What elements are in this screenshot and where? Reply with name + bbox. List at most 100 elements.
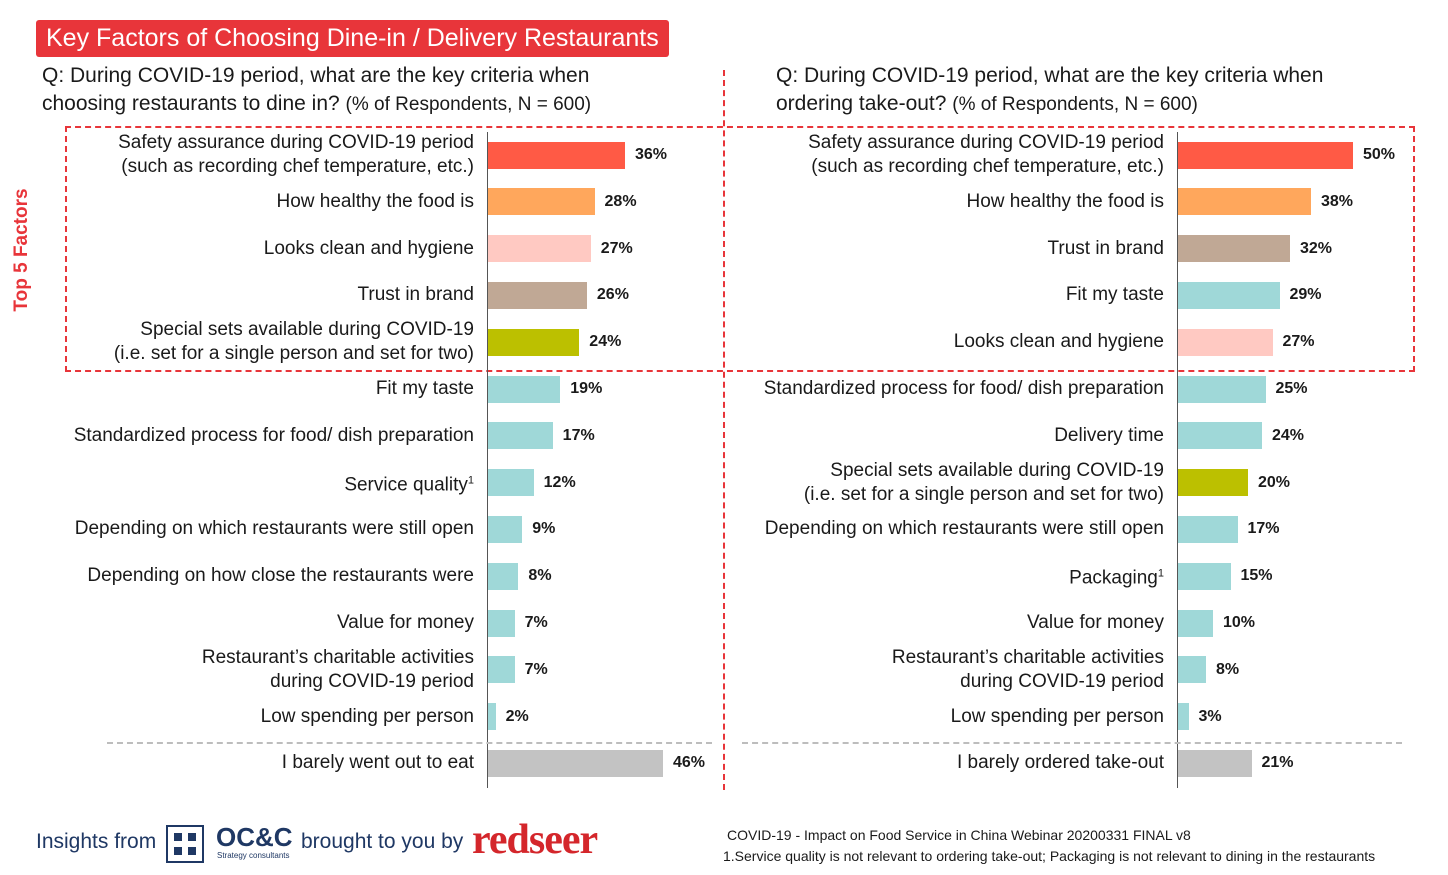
dine-in-value-label: 7% <box>524 614 548 631</box>
dine-in-value-label: 2% <box>505 707 529 725</box>
dine-in-value-label: 19% <box>570 380 603 397</box>
take-out-category-label: Low spending per person <box>951 705 1164 729</box>
take-out-category-label: Fit my taste <box>1066 283 1164 307</box>
take-out-category-label-line: Safety assurance during COVID-19 period <box>808 132 1164 153</box>
take-out-category-label: Special sets available during COVID-19 (i… <box>804 459 1164 507</box>
dine-in-category-label: Value for money <box>337 611 474 635</box>
dine-in-value-label: 24% <box>589 333 622 351</box>
take-out-footnote-marker: 1 <box>1157 567 1164 580</box>
dine-in-category-label-line: Fit my taste <box>375 378 474 399</box>
top5-highlight-box <box>65 126 1415 372</box>
dine-in-category-label-line: Service quality1 <box>344 473 474 496</box>
take-out-value-label: 17% <box>1247 520 1280 538</box>
take-out-bar <box>1178 141 1353 169</box>
dine-in-category-label-line: (i.e. set for a single person and set fo… <box>113 343 474 365</box>
dine-in-category-label: Service quality1 <box>344 468 474 497</box>
take-out-category-label: I barely ordered take-out <box>957 751 1164 775</box>
dine-in-category-label: Safety assurance during COVID-19 period (… <box>118 131 474 179</box>
dine-in-bar <box>488 609 515 637</box>
take-out-bar <box>1178 515 1238 543</box>
dine-in-category-label-line: (such as recording chef temperature, etc… <box>121 156 474 177</box>
take-out-category-label: Delivery time <box>1054 424 1164 448</box>
take-out-value-label: 21% <box>1261 754 1294 772</box>
take-out-value-label: 3% <box>1198 707 1222 725</box>
take-out-value-label: 29% <box>1289 286 1322 304</box>
dine-in-category-label: Restaurant’s charitable activities during… <box>202 646 474 694</box>
take-out-category-label: Looks clean and hygiene <box>954 330 1164 354</box>
take-out-value-label: 10% <box>1223 614 1256 631</box>
take-out-category-label-line: Standardized process for food/ dish prep… <box>763 378 1164 399</box>
take-out-value-label: 50% <box>1363 146 1396 163</box>
take-out-bar <box>1178 469 1248 497</box>
take-out-category-label-line: Delivery time <box>1054 424 1164 446</box>
take-out-category-label-line: Depending on which restaurants were stil… <box>764 518 1164 540</box>
dine-in-bar <box>488 235 591 263</box>
take-out-value-label: 24% <box>1272 426 1305 444</box>
right-question: Q: During COVID-19 period, what are the … <box>776 62 1323 119</box>
take-out-value-label: 38% <box>1321 192 1354 210</box>
take-out-separator-line <box>742 742 1402 744</box>
dine-in-category-label: Fit my taste <box>376 377 474 401</box>
dine-in-value-label: 28% <box>604 192 637 210</box>
dine-in-bar <box>488 375 561 403</box>
take-out-category-label-line: Trust in brand <box>1047 237 1164 259</box>
dine-in-category-label: Standardized process for food/ dish prep… <box>74 424 474 448</box>
dine-in-category-label-line: Safety assurance during COVID-19 period <box>118 132 474 153</box>
dine-in-category-label: Low spending per person <box>261 705 474 729</box>
take-out-bar <box>1178 188 1311 216</box>
dine-in-bar <box>488 515 523 543</box>
dine-in-value-label: 17% <box>562 426 595 444</box>
take-out-category-label: Safety assurance during COVID-19 period (… <box>808 131 1164 179</box>
dine-in-category-label: Looks clean and hygiene <box>264 237 474 261</box>
left-question-note: (% of Respondents, N = 600) <box>345 94 592 115</box>
take-out-bar <box>1178 749 1252 777</box>
dine-in-category-label: Trust in brand <box>357 283 474 307</box>
take-out-bar <box>1178 235 1290 263</box>
dine-in-category-label: How healthy the food is <box>276 190 474 214</box>
left-question: Q: During COVID-19 period, what are the … <box>42 62 591 119</box>
left-question-line2: choosing restaurants to dine in? <box>42 92 340 115</box>
take-out-category-label: Standardized process for food/ dish prep… <box>764 377 1164 401</box>
dine-in-category-label-line: Special sets available during COVID-19 <box>140 319 474 341</box>
take-out-category-label: Depending on which restaurants were stil… <box>765 517 1164 541</box>
take-out-category-label: Restaurant’s charitable activities during… <box>892 646 1164 694</box>
insights-from-text: Insights from <box>36 830 157 853</box>
take-out-category-label-line: during COVID-19 period <box>960 670 1164 692</box>
brought-by-text: brought to you by <box>301 830 464 853</box>
page-title: Key Factors of Choosing Dine-in / Delive… <box>36 20 669 57</box>
take-out-category-label-line: Restaurant’s charitable activities <box>891 646 1164 668</box>
dine-in-bar <box>488 656 515 684</box>
dine-in-bar <box>488 703 496 731</box>
take-out-category-label-line: Value for money <box>1027 612 1164 633</box>
take-out-category-label-line: I barely ordered take-out <box>956 752 1164 774</box>
take-out-category-label: Trust in brand <box>1047 237 1164 261</box>
dine-in-bar <box>488 469 534 497</box>
dine-in-bar <box>488 188 595 216</box>
take-out-category-label-line: Fit my taste <box>1065 284 1164 306</box>
dine-in-category-label: I barely went out to eat <box>282 751 474 775</box>
center-divider <box>723 70 725 790</box>
left-question-line1: Q: During COVID-19 period, what are the … <box>42 64 590 87</box>
dine-in-value-label: 8% <box>528 567 552 585</box>
dine-in-category-label-line: Standardized process for food/ dish prep… <box>73 424 474 446</box>
dine-in-category-label-line: I barely went out to eat <box>281 752 474 774</box>
take-out-bar <box>1178 422 1262 450</box>
dine-in-category-label: Special sets available during COVID-19 (i… <box>114 318 474 366</box>
dine-in-category-label: Depending on how close the restaurants w… <box>87 564 474 588</box>
take-out-category-label-line: (i.e. set for a single person and set fo… <box>803 483 1164 505</box>
dine-in-bar <box>488 141 625 169</box>
dine-in-category-label-line: Depending on how close the restaurants w… <box>87 565 474 587</box>
right-question-line1: Q: During COVID-19 period, what are the … <box>776 64 1324 87</box>
take-out-category-label-line: (such as recording chef temperature, etc… <box>811 156 1164 177</box>
occ-logo-text: OC&C <box>216 822 293 852</box>
take-out-bar <box>1178 609 1213 637</box>
take-out-category-label: Packaging1 <box>1069 562 1164 591</box>
dine-in-value-label: 9% <box>532 520 556 538</box>
dine-in-value-label: 26% <box>596 286 629 304</box>
dine-in-category-label-line: How healthy the food is <box>276 190 474 212</box>
take-out-category-label-line: Special sets available during COVID-19 <box>830 459 1164 481</box>
take-out-category-label: Value for money <box>1027 611 1164 635</box>
take-out-bar <box>1178 656 1206 684</box>
occ-logo-icon <box>166 825 204 863</box>
dine-in-value-label: 27% <box>600 239 633 257</box>
